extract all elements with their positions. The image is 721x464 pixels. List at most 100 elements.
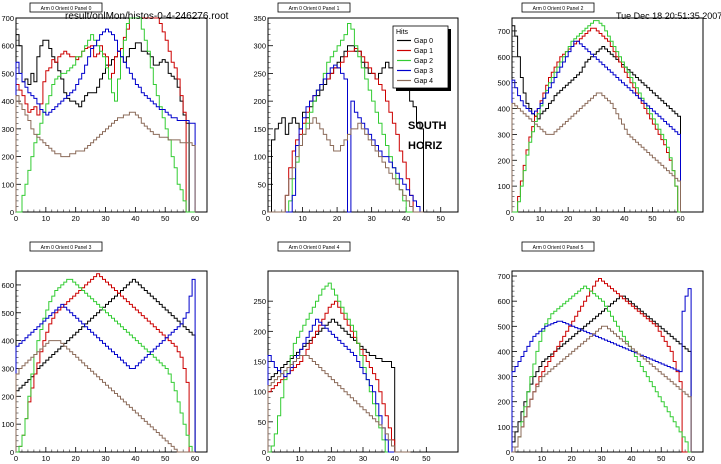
y-tick-label: 100 <box>1 180 14 189</box>
panel-title-box <box>521 2 595 13</box>
y-tick-label: 100 <box>497 423 510 432</box>
x-tick-label: 20 <box>72 214 80 223</box>
x-tick-label: 0 <box>510 214 514 223</box>
series-line-gap3 <box>15 278 196 452</box>
x-tick-label: 60 <box>676 214 684 223</box>
x-tick-label: 50 <box>422 454 430 463</box>
y-tick-label: 200 <box>1 392 14 401</box>
y-tick-label: 500 <box>497 322 510 331</box>
histogram-panel: Arm 0 Orient 0 Panel 2010020030040050060… <box>497 2 704 223</box>
plot-frame <box>511 17 704 213</box>
series-line-gap0 <box>15 278 196 452</box>
series-line-gap2 <box>16 17 196 213</box>
x-tick-label: 40 <box>627 454 635 463</box>
y-tick-label: 400 <box>497 105 510 114</box>
x-tick-label: 30 <box>367 214 375 223</box>
series-line-gap0 <box>15 34 196 213</box>
legend-entry: Gap 3 <box>414 68 433 75</box>
x-tick-label: 10 <box>42 454 50 463</box>
x-tick-label: 20 <box>564 214 572 223</box>
series-line-gap0 <box>511 25 681 212</box>
x-tick-label: 10 <box>538 454 546 463</box>
y-tick-label: 200 <box>497 398 510 407</box>
legend-entry: Gap 0 <box>414 38 433 45</box>
x-tick-label: 0 <box>14 454 18 463</box>
y-tick-label: 150 <box>253 125 266 134</box>
x-tick-label: 20 <box>72 454 80 463</box>
y-tick-label: 0 <box>506 208 510 217</box>
x-tick-label: 20 <box>333 214 341 223</box>
x-tick-label: 10 <box>42 214 50 223</box>
histogram-panel: Arm 0 Orient 0 Panel 1050100150200250300… <box>253 2 459 223</box>
series-line-gap4 <box>15 95 196 212</box>
series-line-gap3 <box>267 318 411 453</box>
y-tick-label: 400 <box>1 337 14 346</box>
series-line-gap4 <box>268 117 424 213</box>
x-tick-label: 30 <box>359 454 367 463</box>
histogram-panel: Arm 0 Orient 0 Panel 5010020030040050060… <box>497 241 704 463</box>
legend-entry: Gap 1 <box>414 48 433 55</box>
x-tick-label: 30 <box>101 454 109 463</box>
y-tick-label: 500 <box>497 79 510 88</box>
x-tick-label: 50 <box>437 214 445 223</box>
y-tick-label: 300 <box>497 373 510 382</box>
x-tick-label: 50 <box>161 214 169 223</box>
panel-title-box <box>521 241 595 252</box>
panel-title-box <box>277 2 351 13</box>
series-line-gap4 <box>512 325 692 453</box>
series-line-gap3 <box>511 288 692 452</box>
panel-title-box <box>277 241 351 252</box>
y-tick-label: 600 <box>1 42 14 51</box>
x-tick-label: 40 <box>620 214 628 223</box>
x-tick-label: 10 <box>536 214 544 223</box>
x-tick-label: 50 <box>657 454 665 463</box>
y-tick-label: 200 <box>253 97 266 106</box>
x-tick-label: 50 <box>648 214 656 223</box>
series-line-gap1 <box>15 17 196 213</box>
panel-title-box <box>29 2 103 13</box>
y-tick-label: 100 <box>497 182 510 191</box>
y-tick-label: 600 <box>497 297 510 306</box>
y-tick-label: 0 <box>10 208 14 217</box>
x-tick-label: 40 <box>131 454 139 463</box>
y-tick-label: 300 <box>1 125 14 134</box>
x-tick-label: 20 <box>568 454 576 463</box>
x-tick-label: 30 <box>597 454 605 463</box>
x-tick-label: 30 <box>592 214 600 223</box>
histogram-panel: Arm 0 Orient 0 Panel 3010020030040050060… <box>1 241 208 463</box>
y-tick-label: 250 <box>253 297 266 306</box>
histogram-panel: Arm 0 Orient 0 Panel 4 0 50 100 150 200 250 0 10… <box>253 241 459 463</box>
x-tick-label: 50 <box>161 454 169 463</box>
panel-title-box <box>29 241 103 252</box>
x-tick-label: 40 <box>131 214 139 223</box>
y-tick-label: 100 <box>1 420 14 429</box>
annotation-horiz: HORIZ <box>408 140 443 152</box>
legend-entry: Gap 4 <box>414 78 433 85</box>
panel-title: Arm 0 Orient 0 Panel 2 <box>533 6 584 12</box>
annotation-south: SOUTH <box>408 120 447 132</box>
y-tick-label: 400 <box>1 97 14 106</box>
series-line-gap2 <box>268 282 411 453</box>
y-tick-label: 400 <box>497 347 510 356</box>
x-tick-label: 60 <box>687 454 695 463</box>
x-tick-label: 10 <box>298 214 306 223</box>
y-tick-label: 100 <box>253 388 266 397</box>
y-tick-label: 700 <box>497 272 510 281</box>
series-line-gap0 <box>511 295 692 452</box>
histogram-panels: Arm 0 Orient 0 Panel 0010020030040050060… <box>1 2 704 463</box>
x-tick-label: 60 <box>191 214 199 223</box>
series-line-gap4 <box>267 355 411 453</box>
panel-title: Arm 0 Orient 0 Panel 4 <box>289 245 340 251</box>
y-tick-label: 350 <box>253 14 266 23</box>
y-tick-label: 50 <box>258 180 266 189</box>
y-tick-label: 200 <box>497 156 510 165</box>
y-tick-label: 700 <box>497 27 510 36</box>
x-tick-label: 10 <box>295 454 303 463</box>
series-line-gap3 <box>15 28 196 212</box>
y-tick-label: 500 <box>1 309 14 318</box>
x-tick-label: 0 <box>14 214 18 223</box>
x-tick-label: 60 <box>191 454 199 463</box>
legend-title: Hits <box>396 29 409 36</box>
y-tick-label: 600 <box>1 281 14 290</box>
x-tick-label: 0 <box>266 454 270 463</box>
